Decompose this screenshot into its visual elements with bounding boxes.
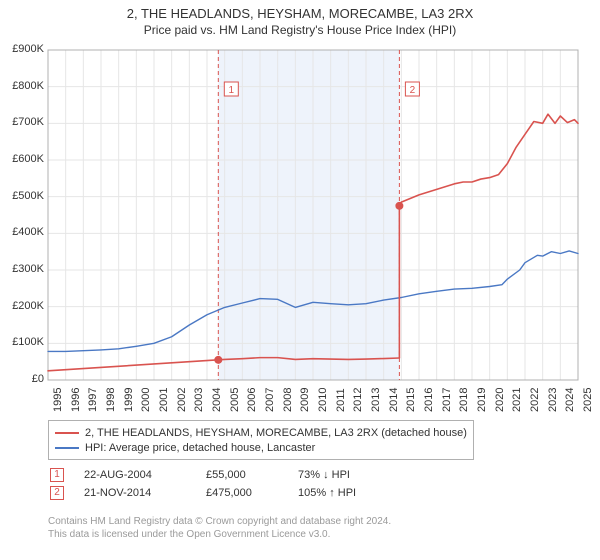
event-date: 22-AUG-2004 xyxy=(84,467,204,483)
event-row: 2 21-NOV-2014£475,000105% ↑ HPI xyxy=(50,485,366,501)
events-table: 1 22-AUG-2004£55,00073% ↓ HPI 2 21-NOV-2014… xyxy=(48,465,368,503)
svg-text:1: 1 xyxy=(229,85,235,96)
legend-entry: HPI: Average price, detached house, Lanc… xyxy=(55,440,467,455)
svg-text:2: 2 xyxy=(410,85,416,96)
event-price: £475,000 xyxy=(206,485,296,501)
legend-swatch xyxy=(55,447,79,449)
footer-notes: Contains HM Land Registry data © Crown c… xyxy=(48,515,391,541)
footer-line-2: This data is licensed under the Open Gov… xyxy=(48,528,391,541)
event-price: £55,000 xyxy=(206,467,296,483)
event-row: 1 22-AUG-2004£55,00073% ↓ HPI xyxy=(50,467,366,483)
event-date: 21-NOV-2014 xyxy=(84,485,204,501)
event-marker: 1 xyxy=(50,468,64,482)
event-marker: 2 xyxy=(50,486,64,500)
footer-line-1: Contains HM Land Registry data © Crown c… xyxy=(48,515,391,528)
event-delta: 73% ↓ HPI xyxy=(298,467,366,483)
legend: 2, THE HEADLANDS, HEYSHAM, MORECAMBE, LA… xyxy=(48,420,474,460)
chart-container: 2, THE HEADLANDS, HEYSHAM, MORECAMBE, LA… xyxy=(0,0,600,560)
legend-label: HPI: Average price, detached house, Lanc… xyxy=(85,442,315,454)
legend-entry: 2, THE HEADLANDS, HEYSHAM, MORECAMBE, LA… xyxy=(55,425,467,440)
event-delta: 105% ↑ HPI xyxy=(298,485,366,501)
chart-plot: 12 xyxy=(0,0,600,420)
legend-label: 2, THE HEADLANDS, HEYSHAM, MORECAMBE, LA… xyxy=(85,427,467,439)
legend-swatch xyxy=(55,432,79,434)
